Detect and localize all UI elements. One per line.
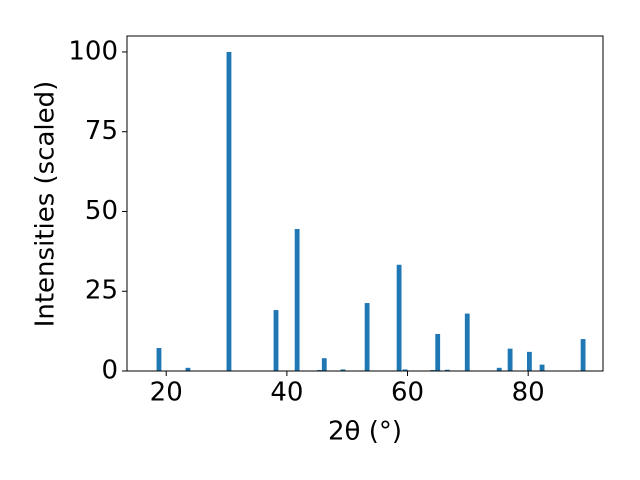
plot-frame bbox=[126, 35, 604, 372]
bar bbox=[340, 369, 346, 371]
bar bbox=[464, 313, 470, 371]
bar bbox=[444, 369, 450, 371]
y-tick-label: 75 bbox=[85, 116, 118, 146]
bar bbox=[321, 358, 327, 371]
bar bbox=[507, 348, 513, 371]
bar bbox=[435, 333, 441, 371]
bar bbox=[294, 229, 300, 371]
x-tick-label: 80 bbox=[512, 378, 545, 408]
bar bbox=[539, 364, 545, 371]
bar bbox=[273, 310, 279, 371]
bar bbox=[396, 264, 402, 371]
y-tick-label: 25 bbox=[85, 276, 118, 306]
x-tick-label: 20 bbox=[150, 378, 183, 408]
bar bbox=[526, 351, 532, 371]
y-tick-label: 100 bbox=[68, 36, 118, 66]
y-tick-label: 50 bbox=[85, 196, 118, 226]
bar bbox=[402, 369, 408, 371]
bar bbox=[156, 348, 162, 371]
bar bbox=[580, 339, 586, 371]
y-tick-label: 0 bbox=[101, 356, 118, 386]
bar bbox=[226, 51, 232, 371]
x-axis-label: 2θ (°) bbox=[328, 417, 402, 447]
x-tick-label: 60 bbox=[391, 378, 424, 408]
bar bbox=[496, 367, 502, 371]
y-axis-label: Intensities (scaled) bbox=[31, 81, 61, 328]
x-tick-label: 40 bbox=[270, 378, 303, 408]
bar bbox=[364, 303, 370, 371]
bar bbox=[185, 367, 191, 371]
